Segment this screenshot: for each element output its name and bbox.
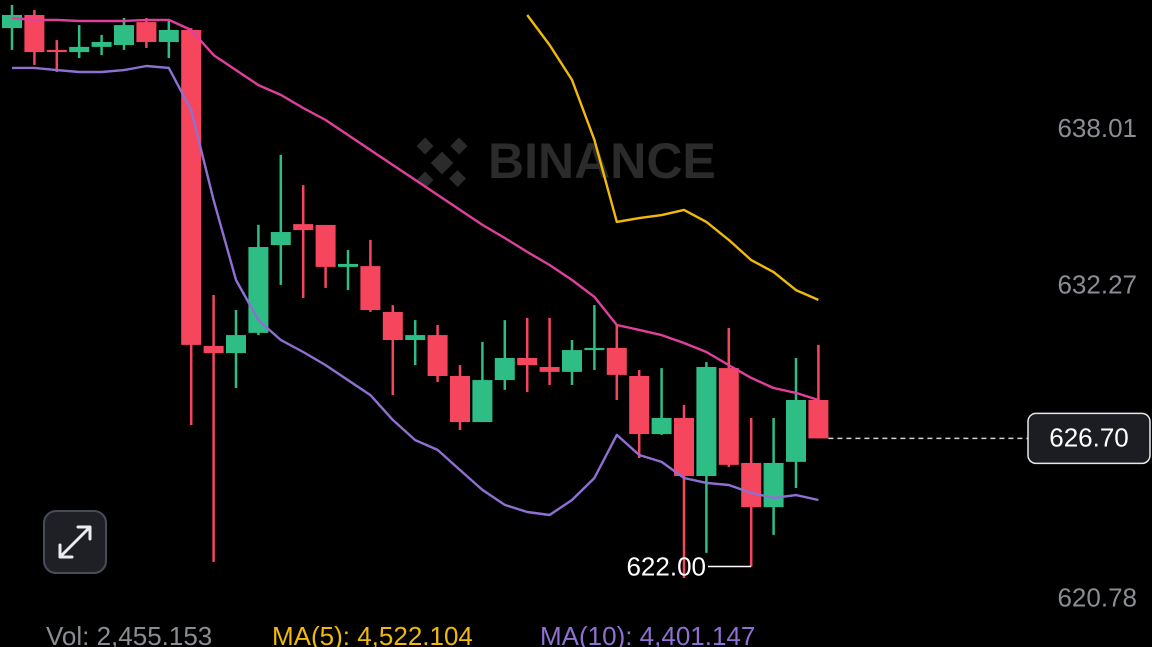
candle-body bbox=[494, 357, 515, 381]
candle-body bbox=[338, 263, 358, 267]
candle-body bbox=[584, 347, 605, 351]
candle bbox=[158, 19, 179, 59]
candle-body bbox=[181, 29, 202, 345]
candle-body bbox=[517, 357, 538, 366]
candle-body bbox=[741, 462, 762, 508]
candle bbox=[2, 4, 22, 50]
plot: 620.78626.52632.27638.01626.70622.00Vol:… bbox=[2, 4, 1151, 647]
candle-body bbox=[562, 350, 582, 372]
candle bbox=[651, 368, 672, 435]
candle bbox=[584, 305, 605, 370]
candle bbox=[450, 365, 470, 430]
ma-line bbox=[11, 16, 819, 402]
expand-icon[interactable] bbox=[58, 525, 92, 559]
last-price-box bbox=[1027, 412, 1151, 465]
legend-text: MA(5): 4,522.104 bbox=[272, 621, 473, 647]
candle-body bbox=[651, 417, 672, 435]
candle bbox=[696, 362, 717, 553]
ma-line bbox=[526, 14, 819, 301]
candle bbox=[270, 154, 291, 285]
ma-line bbox=[12, 64, 819, 517]
candle bbox=[293, 185, 314, 299]
candle-body bbox=[158, 29, 179, 42]
candle bbox=[338, 250, 358, 291]
candle-body bbox=[696, 366, 717, 477]
candle bbox=[427, 324, 448, 382]
candle-body bbox=[405, 335, 426, 340]
candle-body bbox=[136, 22, 157, 42]
candle-body bbox=[382, 311, 403, 340]
candle-body bbox=[763, 462, 784, 508]
candle bbox=[472, 341, 493, 423]
candle bbox=[718, 327, 739, 468]
candle-body bbox=[69, 46, 90, 53]
candle-body bbox=[450, 375, 470, 423]
candle bbox=[226, 310, 246, 388]
candle bbox=[136, 17, 157, 48]
candle-body bbox=[315, 224, 336, 267]
candle bbox=[114, 17, 134, 50]
legend-text: MA(10): 4,401.147 bbox=[540, 621, 755, 647]
candle-body bbox=[270, 232, 291, 246]
candle bbox=[494, 320, 515, 390]
candle bbox=[517, 317, 538, 393]
y-tick-label: 632.27 bbox=[1057, 269, 1137, 299]
candle-body bbox=[472, 380, 493, 423]
candle-body bbox=[539, 366, 560, 372]
candle-body bbox=[718, 368, 739, 465]
candle bbox=[674, 404, 694, 579]
y-tick-label: 638.01 bbox=[1057, 113, 1137, 143]
candle-body bbox=[293, 224, 314, 231]
candle-body bbox=[46, 49, 67, 53]
candle bbox=[46, 40, 67, 72]
candle-body bbox=[91, 41, 112, 47]
watermark-logo bbox=[416, 137, 468, 189]
candle bbox=[405, 320, 426, 366]
candle-body bbox=[114, 25, 134, 45]
candle bbox=[808, 344, 829, 439]
candle bbox=[181, 28, 202, 426]
candle bbox=[763, 417, 784, 535]
watermark-text: BINANCE bbox=[488, 133, 716, 189]
candle-body bbox=[360, 266, 381, 310]
last-price-label: 626.70 bbox=[1049, 422, 1129, 452]
candle bbox=[382, 305, 403, 396]
candle bbox=[562, 339, 582, 385]
candle-body bbox=[674, 417, 694, 477]
candle-body bbox=[2, 14, 22, 29]
candle-body bbox=[226, 335, 246, 354]
candle-body bbox=[629, 375, 650, 435]
candle bbox=[606, 324, 627, 400]
candle bbox=[203, 295, 224, 562]
candle bbox=[539, 317, 560, 385]
legend-text: Vol: 2,455.153 bbox=[46, 621, 212, 647]
candle-body bbox=[24, 14, 45, 53]
candle bbox=[360, 239, 381, 312]
low-marker-label: 622.00 bbox=[626, 551, 706, 581]
expand-button[interactable] bbox=[43, 510, 107, 574]
candle bbox=[91, 34, 112, 56]
candle bbox=[786, 357, 806, 489]
candle-body bbox=[427, 335, 448, 376]
candle-body bbox=[786, 399, 806, 462]
candle-body bbox=[203, 345, 224, 354]
candle bbox=[315, 224, 336, 288]
candle bbox=[629, 369, 650, 459]
candle-body bbox=[808, 399, 829, 439]
candle bbox=[69, 25, 90, 59]
watermark: BINANCE bbox=[416, 133, 716, 189]
y-tick-label: 620.78 bbox=[1057, 583, 1137, 613]
candle-body bbox=[606, 347, 627, 375]
